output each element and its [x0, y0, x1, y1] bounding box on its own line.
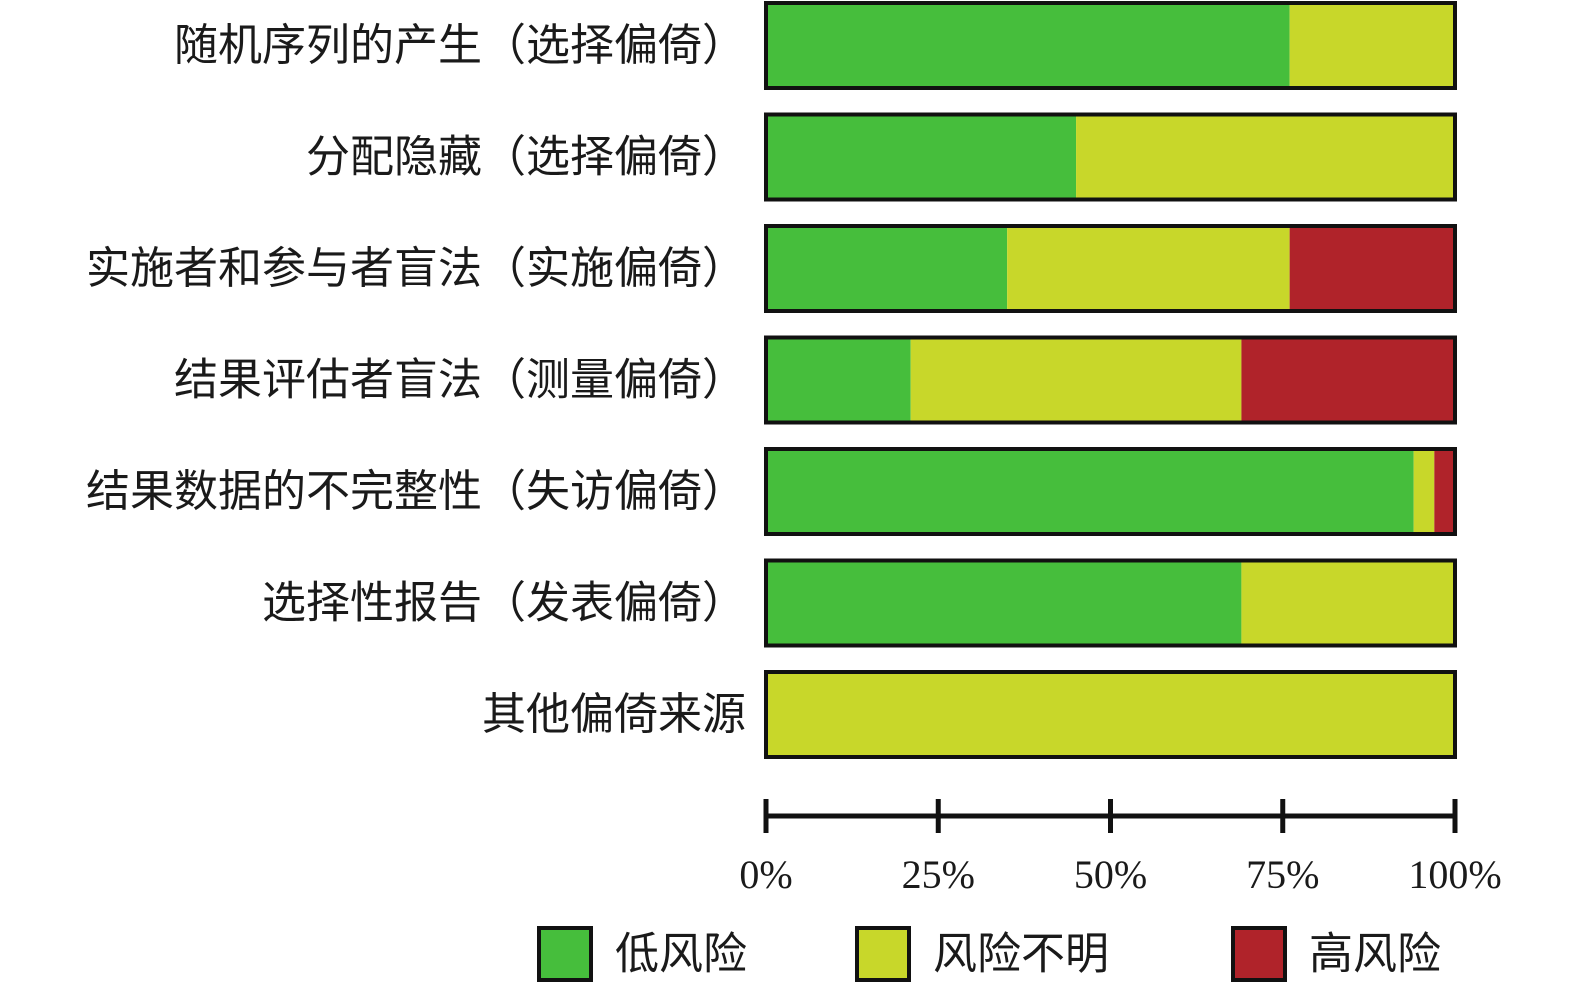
bar-segment-1-1: [766, 3, 1290, 88]
x-axis: 0% 25% 50% 75% 100%: [739, 799, 1502, 897]
category-label-5: 结果数据的不完整性（失访偏倚）: [86, 466, 746, 517]
x-tick-label-2: 25%: [902, 852, 975, 897]
legend: 低风险 风险不明 高风险: [537, 926, 1441, 982]
bar-outline-6: [764, 558, 1457, 648]
bar-outline-2: [764, 112, 1457, 202]
bar-segment-5-1: [766, 449, 1414, 534]
bar-outline-4: [764, 335, 1457, 425]
bar-segment-6-1: [766, 560, 1242, 646]
bar-segment-3-3: [1289, 226, 1455, 311]
bar-segment-2-1: [766, 114, 1077, 200]
bar-outline-1: [764, 1, 1457, 90]
bar-segment-4-2: [910, 337, 1242, 423]
category-labels: 随机序列的产生（选择偏倚） 分配隐藏（选择偏倚） 实施者和参与者盲法（实施偏倚） 结果…: [86, 20, 746, 740]
bar-segment-1-2: [1289, 3, 1455, 88]
bar-segment-2-2: [1076, 114, 1455, 200]
bar-segment-5-3: [1434, 449, 1455, 534]
bar-outline-3: [764, 224, 1457, 313]
stacked-bars: [764, 1, 1457, 759]
x-tick-label-4: 75%: [1246, 852, 1319, 897]
bar-segment-3-1: [766, 226, 1008, 311]
legend-label-3: 高风险: [1309, 929, 1441, 980]
category-label-3: 实施者和参与者盲法（实施偏倚）: [86, 243, 746, 294]
bar-segment-6-2: [1241, 560, 1455, 646]
bar-segment-5-2: [1413, 449, 1435, 534]
category-label-4: 结果评估者盲法（测量偏倚）: [174, 355, 746, 406]
category-label-1: 随机序列的产生（选择偏倚）: [174, 20, 746, 71]
legend-label-1: 低风险: [615, 929, 747, 980]
legend-label-2: 风险不明: [933, 929, 1109, 980]
bar-outline-5: [764, 447, 1457, 536]
legend-swatch-1: [537, 926, 593, 982]
x-tick-label-3: 50%: [1074, 852, 1147, 897]
bar-segment-4-3: [1241, 337, 1455, 423]
legend-swatch-2: [855, 926, 911, 982]
bar-segment-7-2: [766, 672, 1455, 757]
bar-segment-4-1: [766, 337, 911, 423]
category-label-2: 分配隐藏（选择偏倚）: [306, 132, 746, 183]
x-tick-label-1: 0%: [739, 852, 792, 897]
legend-swatch-3: [1231, 926, 1287, 982]
x-tick-label-5: 100%: [1408, 852, 1501, 897]
category-label-7: 其他偏倚来源: [482, 689, 746, 740]
bar-segment-3-2: [1007, 226, 1290, 311]
category-label-6: 选择性报告（发表偏倚）: [262, 578, 746, 629]
bar-outline-7: [764, 670, 1457, 759]
